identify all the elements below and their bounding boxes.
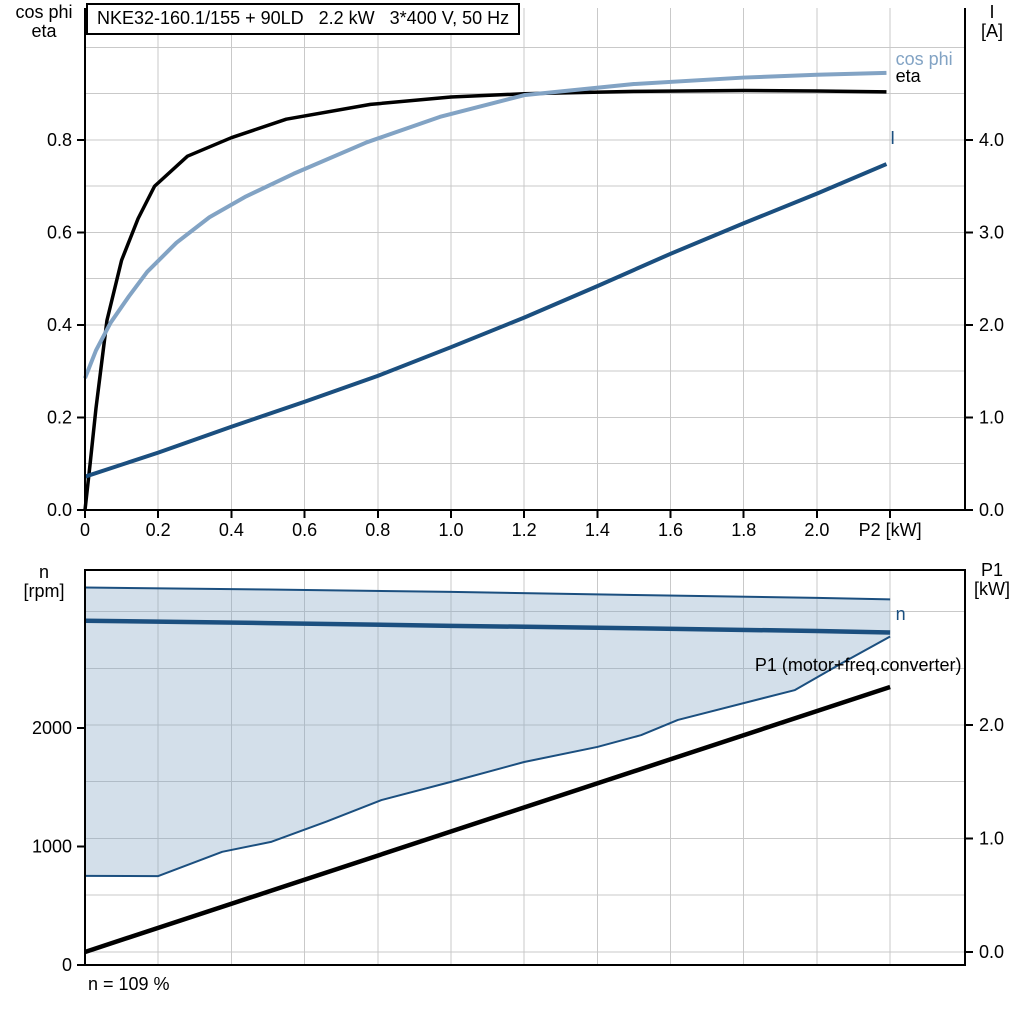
chart-text: 1.2	[512, 520, 537, 540]
chart-text: 1.0	[979, 407, 1004, 427]
axis-title-speed-unit: [rpm]	[23, 581, 65, 601]
speed-chart: 0 1000 2000 0.0 1.0 2.0 n P1 (motor+freq.conver…	[32, 569, 1004, 975]
chart-text: 2.0	[979, 715, 1004, 735]
chart-text: eta	[896, 66, 922, 86]
chart-text: 1.0	[438, 520, 463, 540]
series-i	[84, 162, 888, 479]
chart-text: 0.6	[47, 222, 72, 242]
chart-text: 2.0	[804, 520, 829, 540]
chart-text: 0	[80, 520, 90, 540]
axis-title-eta: eta	[31, 21, 57, 41]
chart-text: 1000	[32, 836, 72, 856]
speed-percent-note: n = 109 %	[88, 974, 170, 994]
chart-text: 0	[62, 955, 72, 975]
axis-title-p1: P1	[980, 560, 1004, 580]
top-left-axis-title: cos phi eta	[4, 3, 84, 41]
chart-text: P1 (motor+freq.converter)	[755, 655, 962, 675]
chart-text: 0.4	[219, 520, 244, 540]
chart-text: 1.0	[979, 828, 1004, 848]
axis-title-current-unit: [A]	[980, 21, 1003, 41]
envelope-region	[85, 587, 891, 877]
axis-title-current: I	[989, 2, 995, 22]
chart-text: 1.8	[731, 520, 756, 540]
chart-text: 0.2	[146, 520, 171, 540]
power-chart: 0.0 0.2 0.4 0.6 0.8 0.0 1.0 2.0 3.0 4.0 0 0.2 0.4 0.6…	[47, 8, 1004, 540]
chart-text: I	[890, 128, 895, 148]
chart-text: 0.6	[292, 520, 317, 540]
chart-text: 0.8	[47, 130, 72, 150]
chart-text: cos phi	[896, 49, 953, 69]
chart-text: 0.0	[979, 500, 1004, 520]
top-right-axis-title: I [A]	[962, 3, 1022, 41]
gridlines	[85, 8, 965, 510]
axis-title-p1-unit: [kW]	[974, 579, 1010, 599]
chart-text: n	[896, 604, 906, 624]
chart-text: 0.8	[365, 520, 390, 540]
chart-text: 3.0	[979, 222, 1004, 242]
bottom-right-axis-title: P1 [kW]	[960, 561, 1024, 599]
chart-text: 2.0	[979, 315, 1004, 335]
axis-title-cos-phi: cos phi	[15, 2, 73, 22]
pump-title: NKE32-160.1/155 + 90LD 2.2 kW 3*400 V, 5…	[86, 3, 521, 35]
axes	[77, 569, 973, 966]
chart-text: 1.6	[658, 520, 683, 540]
series-speed-envelope-upper	[84, 586, 891, 601]
chart-text: 0.2	[47, 407, 72, 427]
chart-text: 2000	[32, 718, 72, 738]
bottom-left-axis-title: n [rpm]	[4, 563, 84, 601]
chart-text: P2 [kW]	[859, 520, 922, 540]
series-p1	[84, 684, 891, 955]
chart-text: 0.4	[47, 315, 72, 335]
chart-text: 0.0	[979, 942, 1004, 962]
chart-text: 4.0	[979, 130, 1004, 150]
series-n	[84, 618, 891, 635]
chart-text: 1.4	[585, 520, 610, 540]
chart-text: 0.0	[47, 500, 72, 520]
series-cos-phi	[83, 70, 887, 379]
axes	[77, 8, 973, 518]
axis-title-speed: n	[38, 562, 49, 582]
series-eta	[83, 88, 887, 511]
gridlines	[85, 570, 965, 965]
series-speed-envelope-lower	[84, 635, 891, 878]
